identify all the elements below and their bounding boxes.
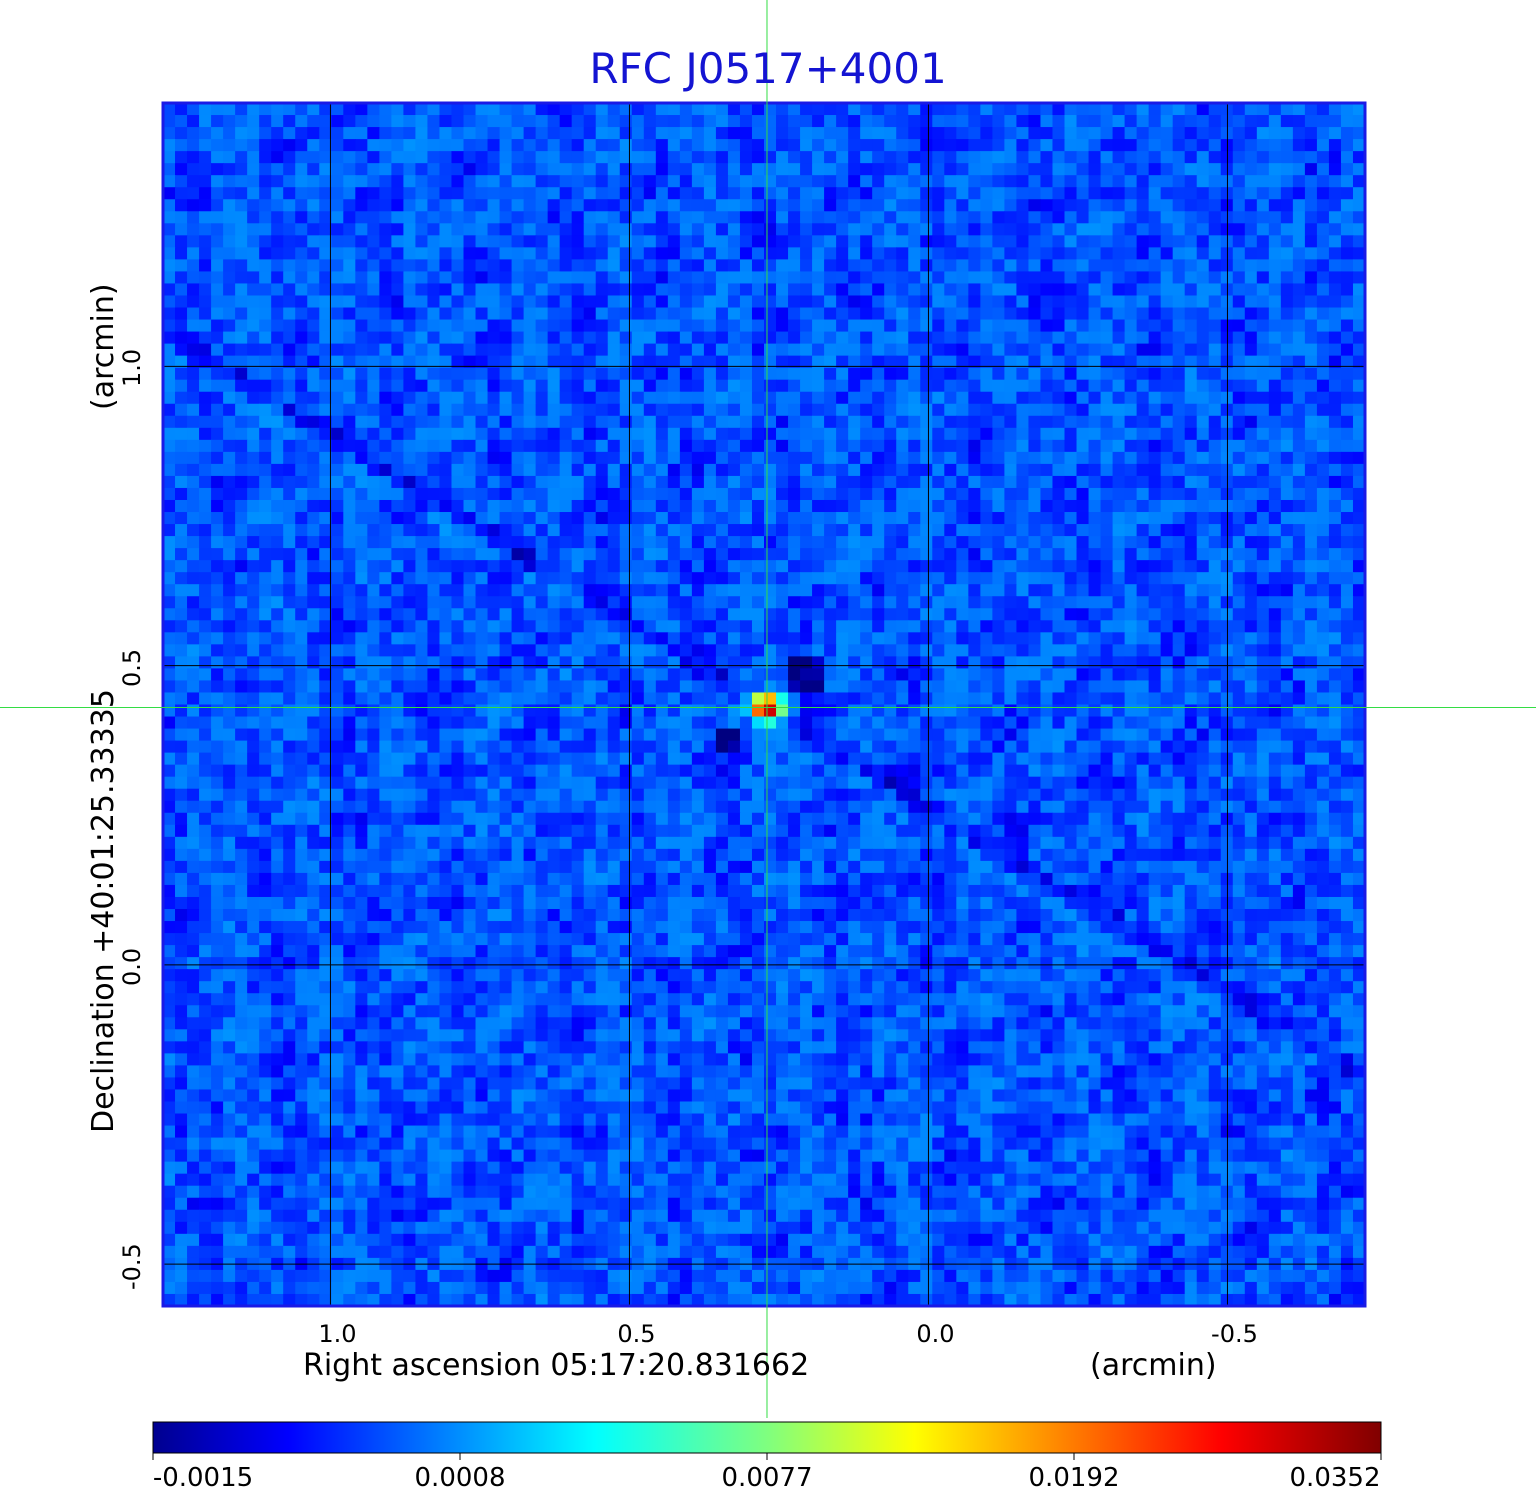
coordinate-grid: [163, 103, 1365, 1306]
colorbar-tick-label-2: 0.0077: [721, 1463, 813, 1493]
x-tick-label-3: -0.5: [1211, 1320, 1258, 1348]
crosshair: [0, 0, 1536, 1418]
colorbar-tick-marks: [152, 1453, 1382, 1460]
x-tick-label-2: 0.0: [916, 1320, 955, 1348]
colorbar-tick-label-3: 0.0192: [1028, 1463, 1120, 1493]
colorbar: [152, 1421, 1382, 1454]
x-axis-label: Right ascension 05:17:20.831662: [303, 1348, 810, 1383]
y-tick-label-1: 0.5: [118, 648, 146, 687]
x-axis-unit: (arcmin): [1090, 1348, 1217, 1383]
y-axis-label: Declination +40:01:25.33335: [86, 689, 121, 1133]
plot-frame: [161, 101, 1367, 1308]
y-tick-label-2: 0.0: [118, 947, 146, 986]
y-tick-label-3: -0.5: [118, 1242, 146, 1290]
x-tick-label-1: 0.5: [617, 1320, 656, 1348]
y-tick-label-0: 1.0: [118, 349, 146, 388]
colorbar-tick-label-0: -0.0015: [152, 1463, 254, 1493]
colorbar-tick-label-4: 0.0352: [1289, 1463, 1381, 1493]
y-axis-unit: (arcmin): [86, 283, 121, 410]
colorbar-tick-label-1: 0.0008: [414, 1463, 506, 1493]
image-heatmap: [163, 103, 1366, 1307]
chart-title: RFC J0517+4001: [589, 44, 947, 93]
x-tick-label-0: 1.0: [318, 1320, 357, 1348]
